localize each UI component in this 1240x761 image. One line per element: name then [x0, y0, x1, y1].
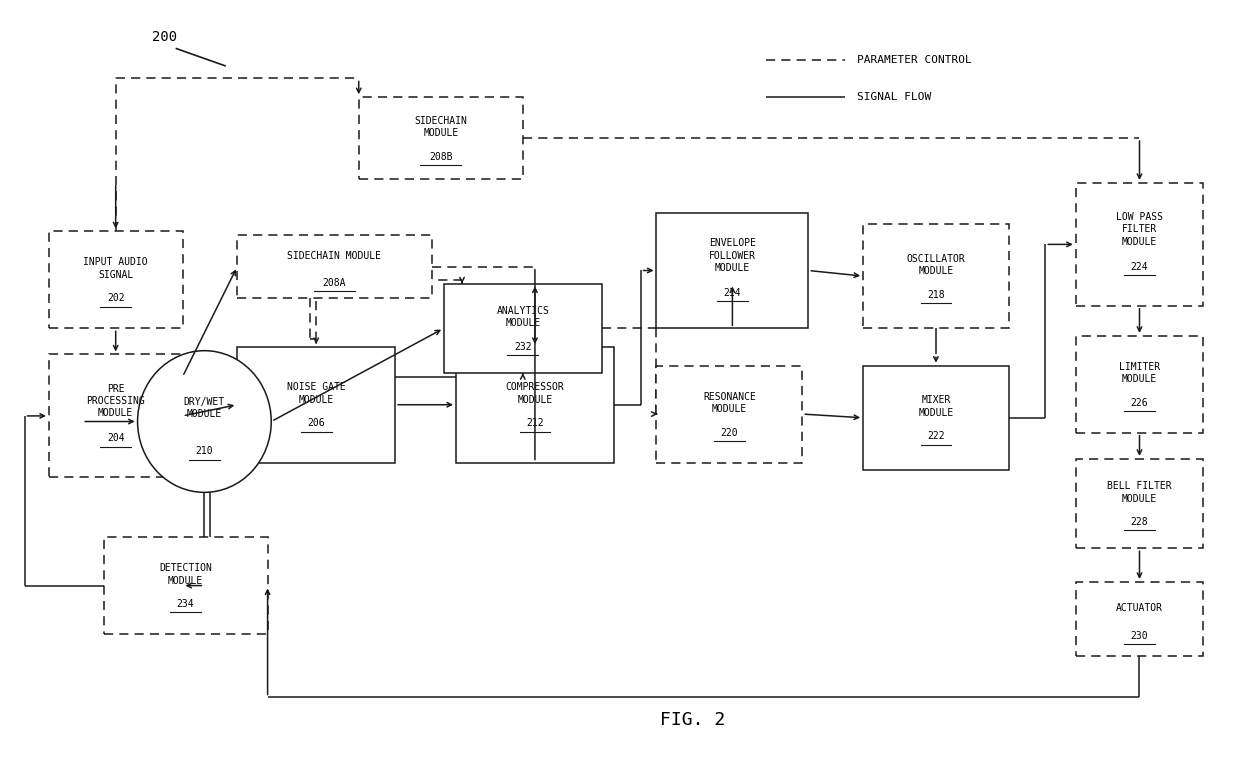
- Text: BELL FILTER
MODULE: BELL FILTER MODULE: [1107, 481, 1172, 504]
- Text: MIXER
MODULE: MIXER MODULE: [919, 396, 954, 418]
- Text: 212: 212: [526, 419, 544, 428]
- Bar: [863, 365, 1009, 470]
- Text: 210: 210: [196, 447, 213, 457]
- Text: 232: 232: [513, 342, 532, 352]
- Bar: [444, 284, 601, 373]
- Text: 230: 230: [1131, 631, 1148, 641]
- Text: 218: 218: [928, 290, 945, 300]
- Text: SIDECHAIN MODULE: SIDECHAIN MODULE: [288, 250, 382, 260]
- Bar: [1075, 183, 1203, 306]
- Text: 214: 214: [724, 288, 742, 298]
- Text: NOISE GATE
MODULE: NOISE GATE MODULE: [286, 382, 346, 405]
- Text: ANALYTICS
MODULE: ANALYTICS MODULE: [496, 306, 549, 328]
- Text: 208A: 208A: [322, 279, 346, 288]
- Text: 226: 226: [1131, 398, 1148, 408]
- Text: 206: 206: [308, 419, 325, 428]
- Text: FIG. 2: FIG. 2: [660, 711, 725, 729]
- Text: ACTUATOR: ACTUATOR: [1116, 603, 1163, 613]
- Text: DETECTION
MODULE: DETECTION MODULE: [159, 563, 212, 586]
- Bar: [1075, 459, 1203, 548]
- Bar: [48, 355, 182, 477]
- Text: SIDECHAIN
MODULE: SIDECHAIN MODULE: [414, 116, 467, 139]
- Text: LOW PASS
FILTER
MODULE: LOW PASS FILTER MODULE: [1116, 212, 1163, 247]
- Bar: [863, 224, 1009, 328]
- Text: 224: 224: [1131, 262, 1148, 272]
- Bar: [237, 235, 432, 298]
- Bar: [456, 347, 614, 463]
- Text: ENVELOPE
FOLLOWER
MODULE: ENVELOPE FOLLOWER MODULE: [709, 238, 756, 273]
- Text: 222: 222: [928, 431, 945, 441]
- Text: 204: 204: [107, 433, 124, 444]
- Bar: [656, 365, 802, 463]
- Text: OSCILLATOR
MODULE: OSCILLATOR MODULE: [906, 253, 965, 276]
- Text: 228: 228: [1131, 517, 1148, 527]
- Bar: [237, 347, 396, 463]
- Ellipse shape: [138, 351, 272, 492]
- Bar: [1075, 582, 1203, 657]
- Text: RESONANCE
MODULE: RESONANCE MODULE: [703, 392, 756, 414]
- Text: PARAMETER CONTROL: PARAMETER CONTROL: [857, 55, 972, 65]
- Text: DRY/WET
MODULE: DRY/WET MODULE: [184, 397, 224, 419]
- Text: 234: 234: [177, 599, 195, 610]
- Text: COMPRESSOR
MODULE: COMPRESSOR MODULE: [506, 382, 564, 405]
- Text: 202: 202: [107, 294, 124, 304]
- Text: INPUT AUDIO
SIGNAL: INPUT AUDIO SIGNAL: [83, 257, 148, 280]
- Text: SIGNAL FLOW: SIGNAL FLOW: [857, 92, 931, 102]
- Bar: [48, 231, 182, 328]
- Bar: [103, 537, 268, 634]
- Bar: [1075, 336, 1203, 433]
- Bar: [656, 213, 808, 328]
- Text: 200: 200: [153, 30, 177, 44]
- Bar: [358, 97, 523, 179]
- Text: LIMITER
MODULE: LIMITER MODULE: [1118, 361, 1161, 384]
- Text: 208B: 208B: [429, 151, 453, 162]
- Text: 220: 220: [720, 428, 738, 438]
- Text: PRE
PROCESSING
MODULE: PRE PROCESSING MODULE: [87, 384, 145, 419]
